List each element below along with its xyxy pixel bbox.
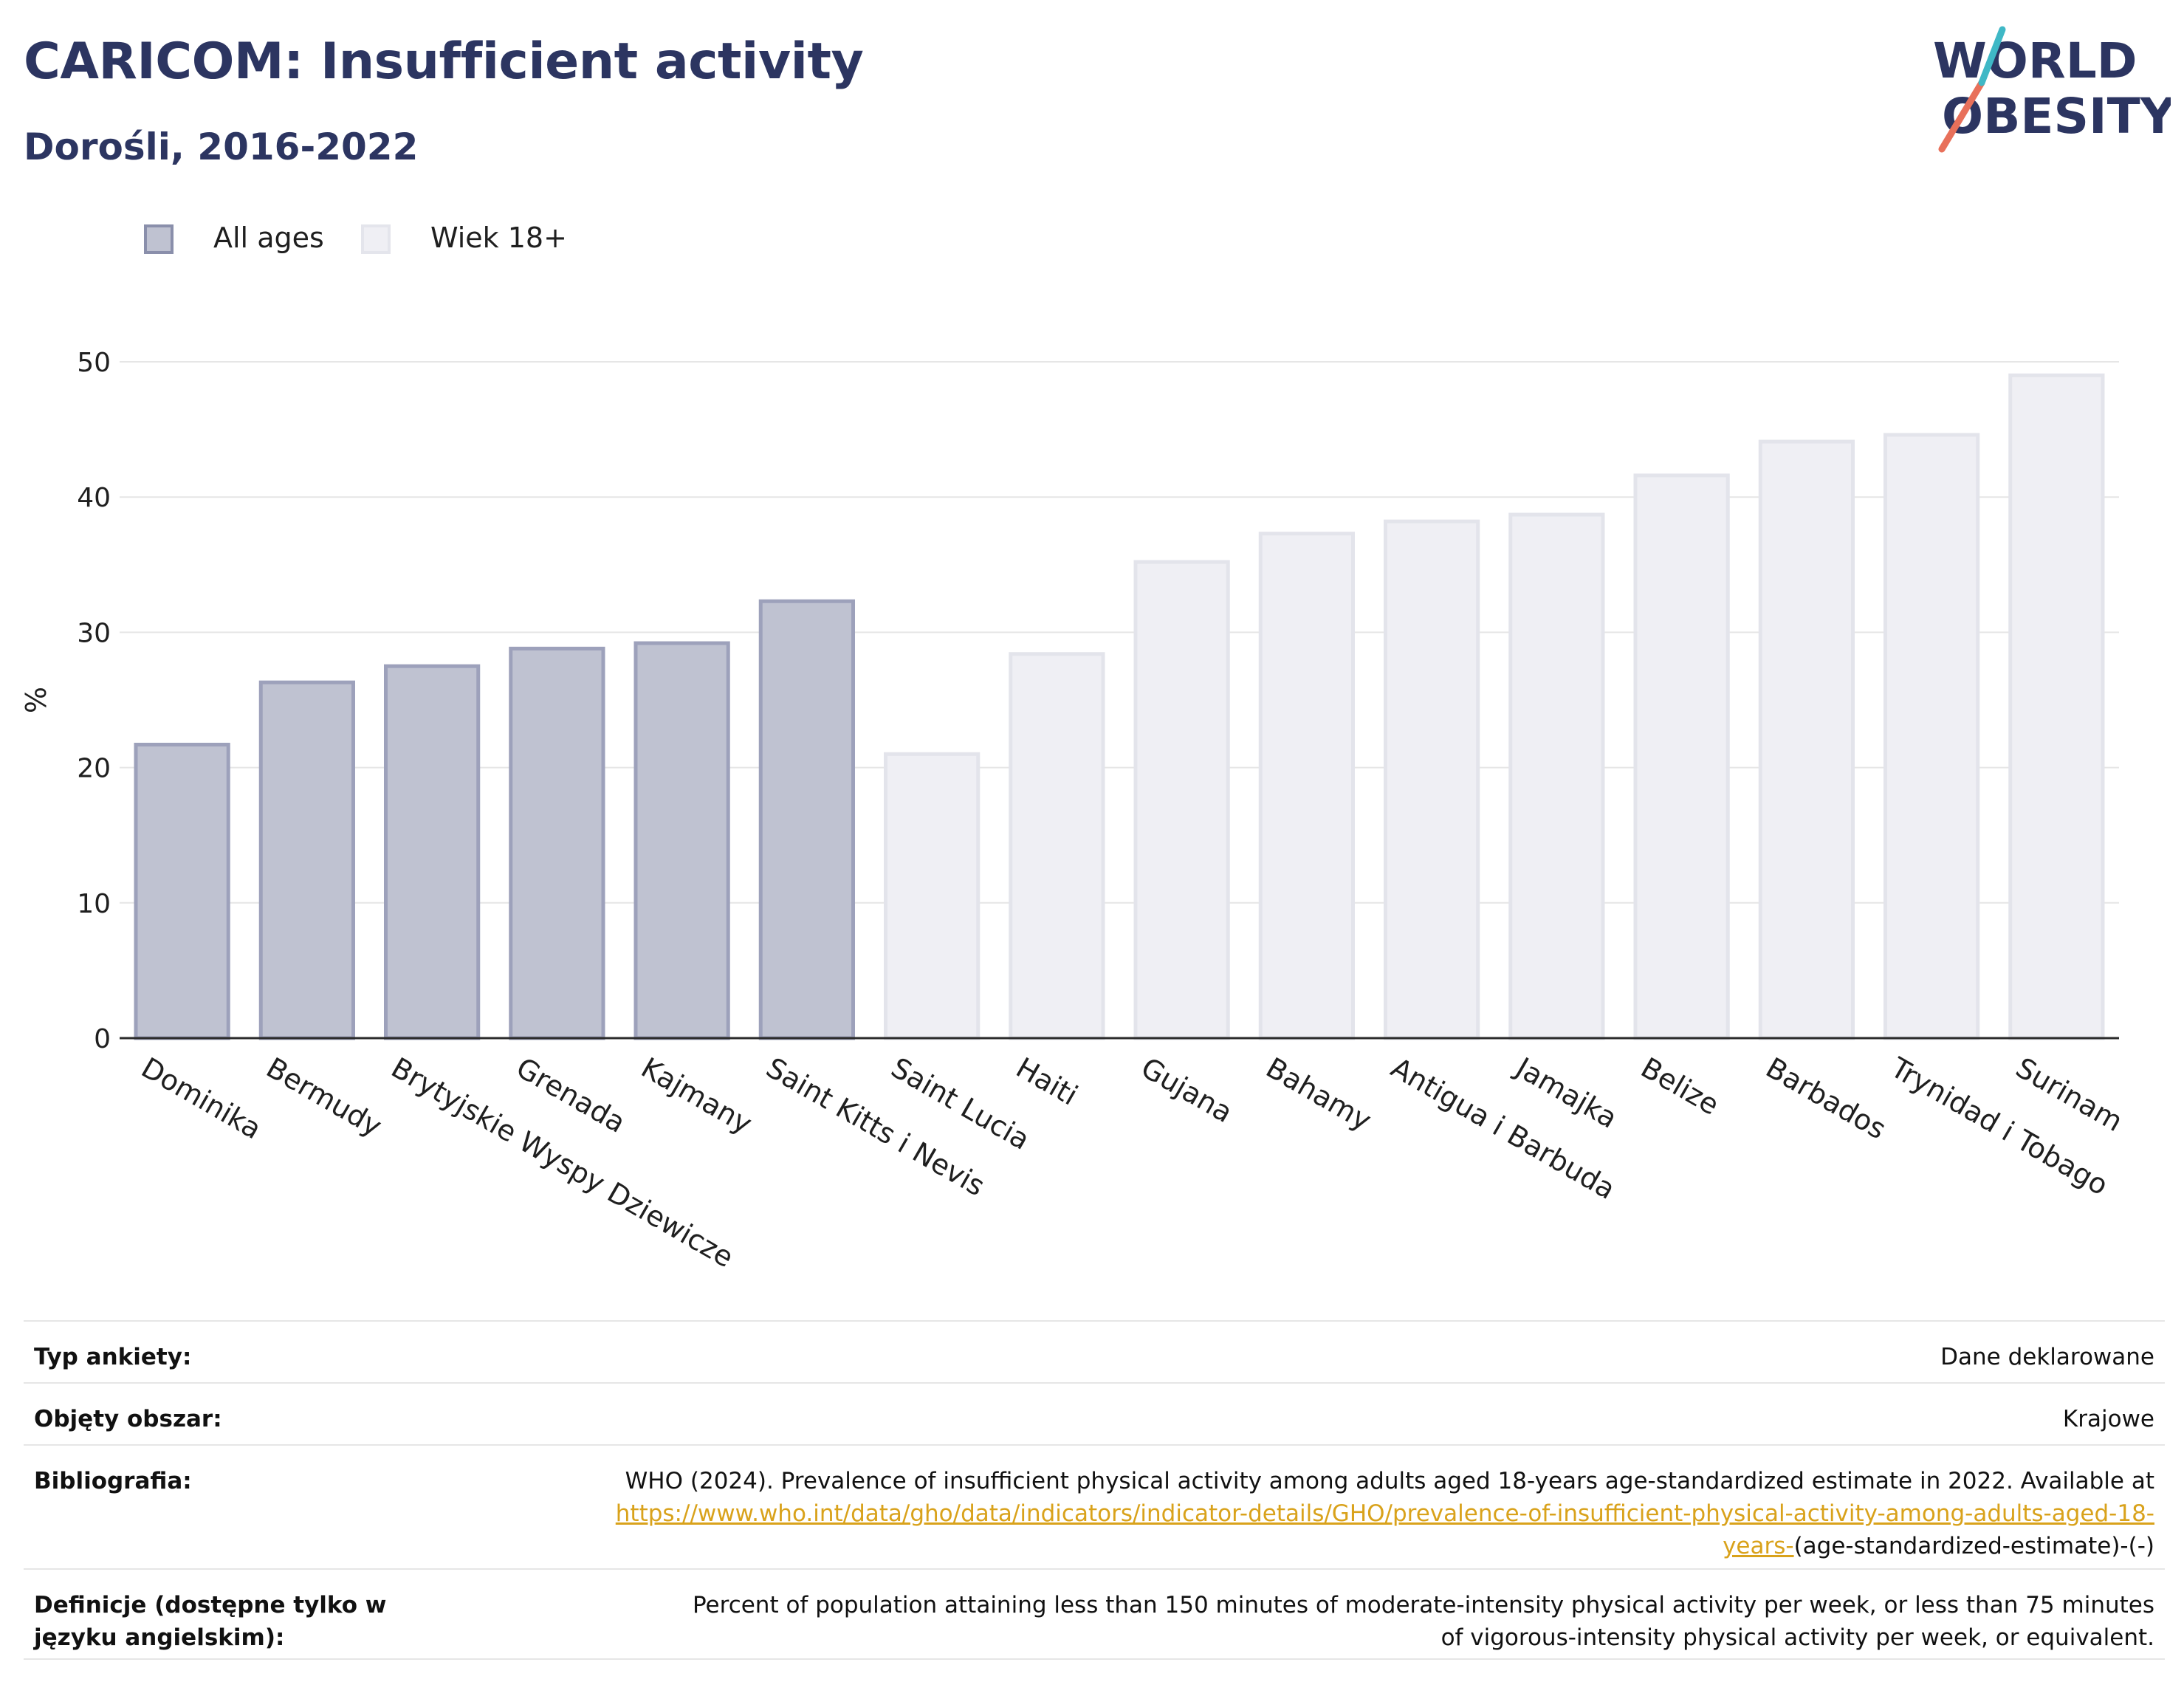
bar[interactable]	[1009, 652, 1105, 1040]
y-tick-label: 40	[77, 483, 111, 513]
bar[interactable]	[884, 752, 981, 1040]
bibliography-link[interactable]: https://www.who.int/data/gho/data/indica…	[615, 1500, 2154, 1559]
y-tick-label: 30	[77, 618, 111, 648]
logo-line1: WORLD	[1933, 32, 2137, 89]
legend-swatch-all-ages	[144, 224, 174, 254]
y-tick-label: 10	[77, 889, 111, 919]
meta-row-coverage: Objęty obszar: Krajowe	[24, 1382, 2165, 1444]
x-tick-label: Barbados	[1760, 1051, 1892, 1146]
bar[interactable]	[1133, 560, 1230, 1040]
x-tick-label: Bahamy	[1260, 1051, 1376, 1137]
meta-label-bibliography: Bibliografia:	[34, 1468, 192, 1494]
meta-row-definitions: Definicje (dostępne tylko w języku angie…	[24, 1568, 2165, 1660]
meta-value-bibliography: WHO (2024). Prevalence of insufficient p…	[604, 1465, 2154, 1562]
bibliography-text: WHO (2024). Prevalence of insufficient p…	[625, 1468, 2154, 1494]
meta-row-survey-type: Typ ankiety: Dane deklarowane	[24, 1320, 2165, 1382]
meta-value-survey-type: Dane deklarowane	[1940, 1344, 2154, 1370]
bar[interactable]	[1633, 473, 1730, 1040]
y-axis-label: %	[20, 687, 52, 713]
bar[interactable]	[509, 646, 605, 1040]
x-tick-label: Jamajka	[1509, 1051, 1623, 1135]
chart-subtitle: Dorośli, 2016-2022	[24, 126, 419, 168]
x-tick-label: Belize	[1635, 1051, 1725, 1122]
logo-slash-red	[1938, 79, 1985, 153]
x-tick-label: Trynidad i Tobago	[1885, 1051, 2114, 1201]
world-obesity-logo: WORLD OBESITY	[1933, 26, 2171, 153]
bar[interactable]	[2008, 373, 2105, 1040]
bar[interactable]	[1258, 532, 1355, 1040]
x-tick-label: Haiti	[1011, 1051, 1083, 1112]
meta-label-definitions: Definicje (dostępne tylko w języku angie…	[34, 1592, 387, 1651]
legend-label-18-plus: Wiek 18+	[430, 222, 567, 254]
x-tick-label: Dominika	[136, 1051, 267, 1146]
x-tick-label: Bermudy	[261, 1051, 387, 1143]
meta-label-survey-type: Typ ankiety:	[34, 1344, 192, 1370]
bar[interactable]	[1508, 512, 1605, 1040]
x-tick-label: Kajmany	[636, 1051, 758, 1141]
bibliography-suffix: (age-standardized-estimate)-(-)	[1793, 1533, 2154, 1559]
y-tick-label: 0	[94, 1024, 111, 1054]
bar[interactable]	[758, 599, 855, 1040]
bar[interactable]	[384, 664, 481, 1040]
legend-label-all-ages: All ages	[213, 222, 324, 254]
legend-swatch-18-plus	[361, 224, 391, 254]
y-tick-label: 20	[77, 754, 111, 784]
logo-line2: OBESITY	[1942, 88, 2171, 145]
bar[interactable]	[633, 641, 730, 1040]
x-tick-label: Saint Kitts i Nevis	[760, 1051, 990, 1203]
bar[interactable]	[258, 680, 355, 1040]
bar[interactable]	[1384, 519, 1480, 1040]
bar[interactable]	[1758, 439, 1855, 1040]
meta-value-coverage: Krajowe	[2062, 1406, 2154, 1432]
x-tick-label: Antigua i Barbuda	[1386, 1051, 1621, 1206]
y-axis-ticks: 0 10 20 30 40 50	[77, 348, 111, 1054]
meta-row-bibliography: Bibliografia: WHO (2024). Prevalence of …	[24, 1444, 2165, 1568]
chart-title: CARICOM: Insufficient activity	[24, 32, 864, 91]
bars	[134, 373, 2105, 1040]
logo-slash-teal	[1978, 26, 2006, 86]
x-tick-label: Gujana	[1136, 1051, 1238, 1129]
meta-value-definitions: Percent of population attaining less tha…	[692, 1592, 2154, 1651]
bar[interactable]	[134, 742, 230, 1040]
bar-chart: 0 10 20 30 40 50 % DominikaBermudyBrytyjskie …	[20, 348, 2128, 1274]
metadata-table: Typ ankiety: Dane deklarowane Objęty obs…	[24, 1320, 2165, 1660]
y-tick-label: 50	[77, 348, 111, 378]
meta-label-coverage: Objęty obszar:	[34, 1406, 222, 1432]
bar[interactable]	[1883, 433, 1980, 1040]
